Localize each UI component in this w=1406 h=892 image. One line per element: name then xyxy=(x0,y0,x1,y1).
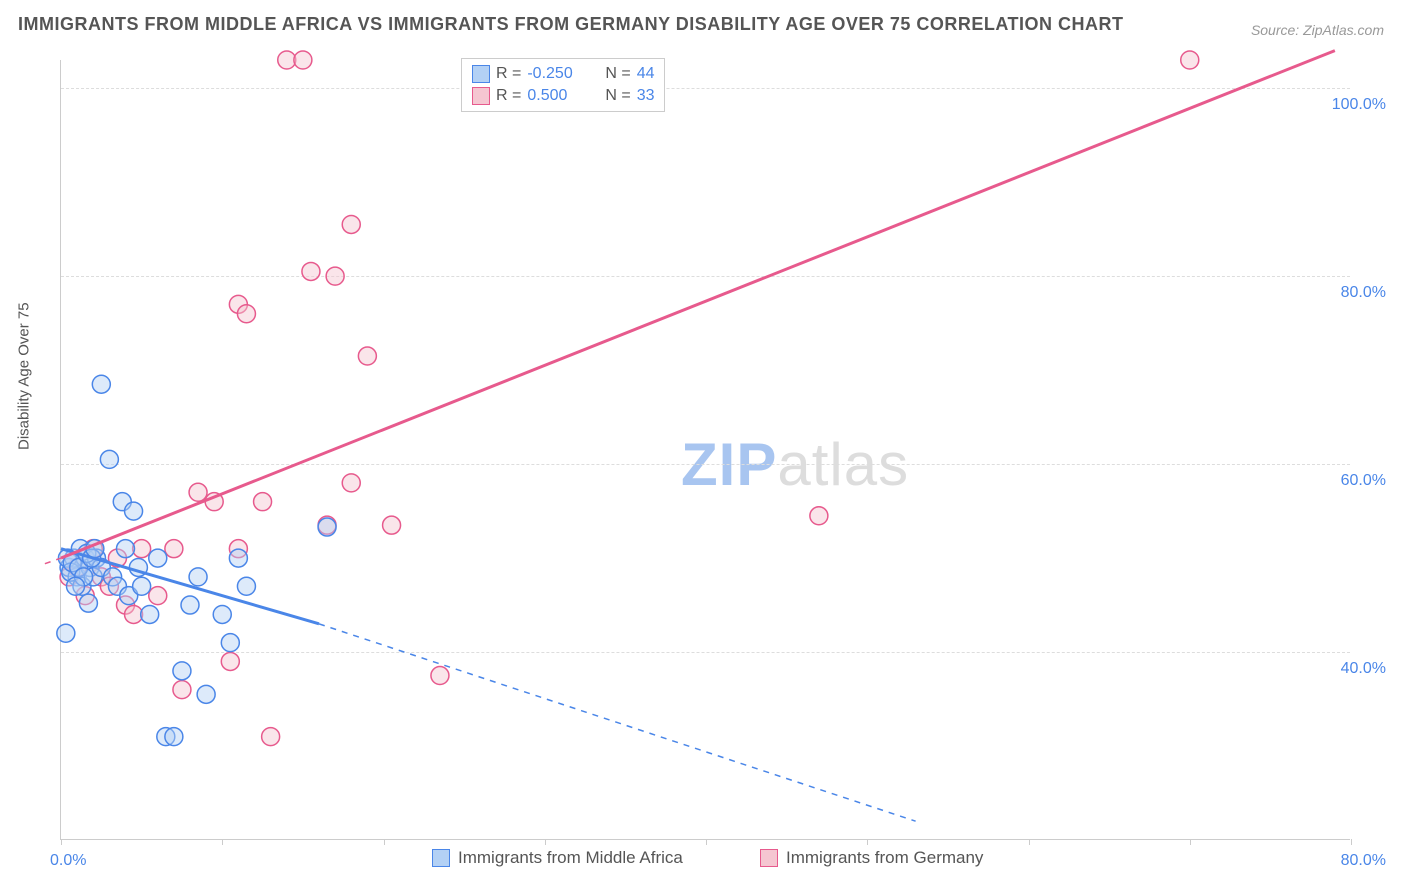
x-tick xyxy=(61,839,62,845)
x-tick xyxy=(545,839,546,845)
data-point xyxy=(383,516,401,534)
trend-line xyxy=(61,51,1335,558)
data-point xyxy=(254,493,272,511)
data-point xyxy=(221,652,239,670)
y-tick-label: 80.0% xyxy=(1341,284,1386,302)
stats-legend-row: R = -0.250 N = 44 xyxy=(472,63,654,85)
stats-swatch xyxy=(472,87,490,105)
x-tick xyxy=(1351,839,1352,845)
x-tick xyxy=(867,839,868,845)
stats-swatch xyxy=(472,65,490,83)
stats-n-label: N = xyxy=(605,85,630,107)
data-point xyxy=(229,549,247,567)
data-point xyxy=(92,375,110,393)
source-attribution: Source: ZipAtlas.com xyxy=(1251,22,1384,38)
y-axis-label: Disability Age Over 75 xyxy=(16,302,33,450)
data-point xyxy=(117,540,135,558)
data-point xyxy=(189,568,207,586)
data-point xyxy=(133,540,151,558)
swatch-series-b xyxy=(760,849,778,867)
stats-r-label: R = xyxy=(496,63,521,85)
legend-series-b-label: Immigrants from Germany xyxy=(786,848,983,868)
data-point xyxy=(342,215,360,233)
data-point xyxy=(197,685,215,703)
legend-series-a-label: Immigrants from Middle Africa xyxy=(458,848,683,868)
data-point xyxy=(181,596,199,614)
stats-legend-row: R = 0.500 N = 33 xyxy=(472,85,654,107)
data-point xyxy=(149,587,167,605)
swatch-series-a xyxy=(432,849,450,867)
data-point xyxy=(262,728,280,746)
stats-n-label: N = xyxy=(605,63,630,85)
y-tick-label: 60.0% xyxy=(1341,472,1386,490)
data-point xyxy=(100,450,118,468)
plot-area: ZIPatlas R =-0.250N =44R =0.500N =33 xyxy=(60,60,1350,840)
data-point xyxy=(57,624,75,642)
data-point xyxy=(237,305,255,323)
data-point xyxy=(342,474,360,492)
data-point xyxy=(278,51,296,69)
x-axis-max-label: 80.0% xyxy=(1341,852,1386,870)
stats-r-label: R = xyxy=(496,85,521,107)
y-tick-label: 100.0% xyxy=(1332,96,1386,114)
data-point xyxy=(221,634,239,652)
trend-line xyxy=(319,624,916,821)
data-point xyxy=(133,577,151,595)
data-point xyxy=(125,502,143,520)
data-point xyxy=(326,267,344,285)
x-axis-min-label: 0.0% xyxy=(50,852,86,870)
x-tick xyxy=(222,839,223,845)
stats-n-value: 44 xyxy=(637,63,655,85)
legend-series-b: Immigrants from Germany xyxy=(760,848,983,868)
data-point xyxy=(165,728,183,746)
scatter-svg xyxy=(61,60,1350,839)
chart-title: IMMIGRANTS FROM MIDDLE AFRICA VS IMMIGRA… xyxy=(18,14,1124,35)
data-point xyxy=(125,605,143,623)
data-point xyxy=(149,549,167,567)
data-point xyxy=(358,347,376,365)
x-tick xyxy=(384,839,385,845)
stats-legend: R = -0.250 N = 44 R = 0.500 N = 33 xyxy=(461,58,665,112)
data-point xyxy=(302,262,320,280)
x-tick xyxy=(1029,839,1030,845)
data-point xyxy=(67,577,85,595)
x-tick xyxy=(1190,839,1191,845)
data-point xyxy=(213,605,231,623)
data-point xyxy=(810,507,828,525)
x-tick xyxy=(706,839,707,845)
data-point xyxy=(237,577,255,595)
data-point xyxy=(318,518,336,536)
data-point xyxy=(173,681,191,699)
data-point xyxy=(79,594,97,612)
data-point xyxy=(431,667,449,685)
stats-r-value: 0.500 xyxy=(527,85,587,107)
y-tick-label: 40.0% xyxy=(1341,660,1386,678)
stats-r-value: -0.250 xyxy=(527,63,587,85)
data-point xyxy=(189,483,207,501)
legend-series-a: Immigrants from Middle Africa xyxy=(432,848,683,868)
data-point xyxy=(165,540,183,558)
data-point xyxy=(141,605,159,623)
data-point xyxy=(173,662,191,680)
data-point xyxy=(1181,51,1199,69)
data-point xyxy=(294,51,312,69)
stats-n-value: 33 xyxy=(637,85,655,107)
